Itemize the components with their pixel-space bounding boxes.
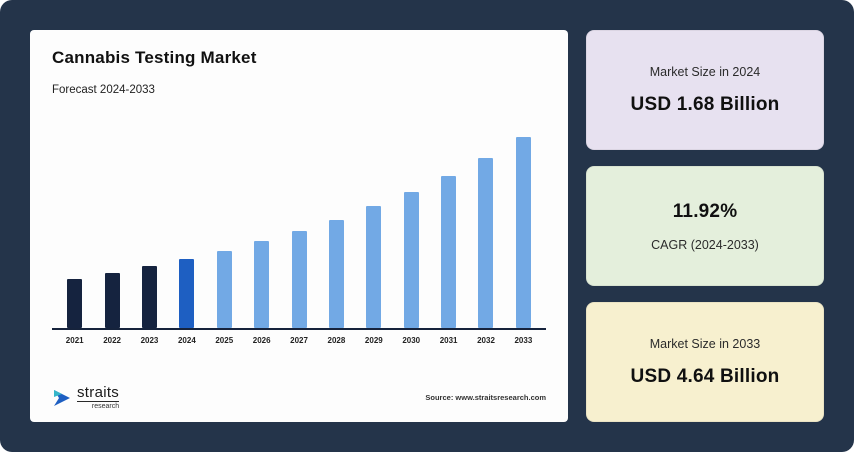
bar-slot [318,122,355,328]
chart-card: Cannabis Testing Market Forecast 2024-20… [30,30,568,422]
x-tick-label: 2022 [103,336,121,345]
bar-2031 [441,175,457,328]
stat-value: USD 1.68 Billion [630,93,780,115]
bar-2025 [216,250,232,328]
bar-slot [93,122,130,328]
x-tick-label: 2026 [252,336,271,345]
bar-2029 [366,206,382,328]
bar-2021 [67,278,83,328]
x-tick-label: 2033 [514,336,533,345]
x-tick-label: 2030 [402,336,421,345]
bar-slot [206,122,243,328]
bar-2024 [179,258,195,328]
bar-2033 [515,136,531,328]
bar-slot [131,122,168,328]
source-attribution: Source: www.straitsresearch.com [425,393,546,402]
chart-title: Cannabis Testing Market [52,48,257,67]
bar-2028 [328,219,344,328]
bar-plot-area [52,122,546,330]
x-tick-label: 2025 [215,336,234,345]
bar-2030 [403,192,419,328]
logo-text: straits research [77,384,120,410]
chart-footer: straits research Source: www.straitsrese… [52,375,546,410]
x-tick-label: 2024 [177,336,196,345]
bar-slot [168,122,205,328]
stat-card-cagr: 11.92% CAGR (2024-2033) [586,166,824,286]
bar-2023 [141,266,157,328]
bar-slot [280,122,317,328]
bar-2026 [254,241,270,328]
x-tick-label: 2029 [364,336,383,345]
logo-arrow-icon [54,389,70,406]
stat-card-market-size-2033: Market Size in 2033 USD 4.64 Billion [586,302,824,422]
x-tick-label: 2031 [439,336,458,345]
stat-cards-column: Market Size in 2024 USD 1.68 Billion 11.… [586,30,824,422]
stat-label: CAGR (2024-2033) [651,237,759,252]
chart-subtitle: Forecast 2024-2033 [52,84,155,96]
straits-research-logo: straits research [52,384,120,410]
bar-2032 [478,157,494,328]
stat-card-market-size-2024: Market Size in 2024 USD 1.68 Billion [586,30,824,150]
bar-2027 [291,231,307,328]
stat-label: Market Size in 2033 [649,336,761,351]
x-tick-label: 2021 [65,336,84,345]
x-tick-label: 2028 [327,336,346,345]
stat-value: USD 4.64 Billion [630,365,780,387]
x-tick-label: 2027 [290,336,308,345]
bar-slot [505,122,542,328]
bar-slot [393,122,430,328]
bar-slot [355,122,392,328]
x-axis-labels: 2021 2022 2023 2024 2025 2026 2027 2028 2029 2030… [52,336,546,345]
stat-value: 11.92% [672,200,738,222]
logo-name: straits [77,384,120,402]
bar-slot [56,122,93,328]
bar-slot [430,122,467,328]
bar-slot [467,122,504,328]
x-tick-label: 2023 [140,336,159,345]
x-tick-label: 2032 [477,336,495,345]
logo-subtitle: research [91,403,120,410]
bar-slot [243,122,280,328]
bar-chart: 2021 2022 2023 2024 2025 2026 2027 2028 2029 2030… [52,122,546,345]
bar-2022 [104,272,120,328]
stat-label: Market Size in 2024 [649,64,761,79]
